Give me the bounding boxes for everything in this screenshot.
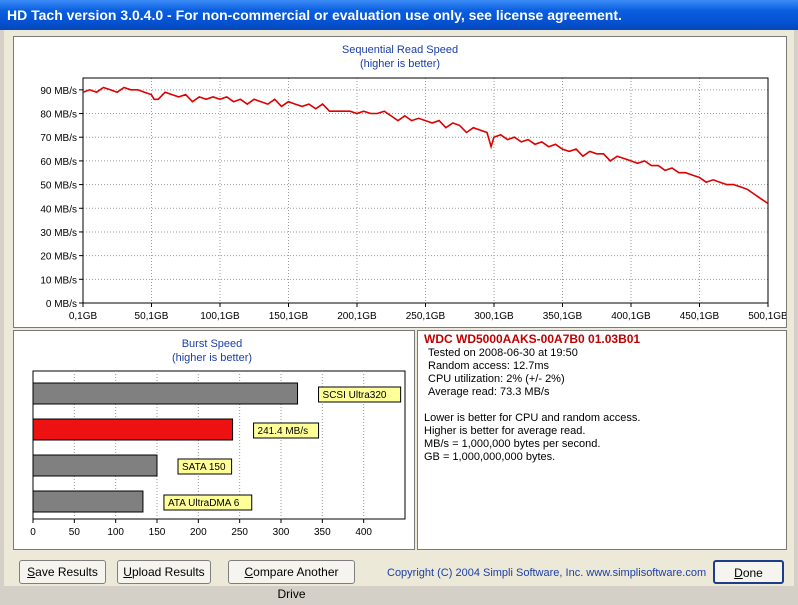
save-accel: S [27,565,36,579]
done-label: one [742,566,763,580]
seq-x-tick-label: 300,1GB [474,311,514,322]
note-mbs-definition: MB/s = 1,000,000 bytes per second. [424,438,601,450]
burst-bar [32,382,299,405]
burst-bar [32,454,158,477]
burst-x-tick-label: 0 [30,527,36,538]
seq-y-tick-label: 10 MB/s [40,275,77,286]
cpu-utilization: CPU utilization: 2% (+/- 2%) [428,373,565,385]
window-title: HD Tach version 3.0.4.0 - For non-commer… [0,0,798,30]
seq-read-line [82,86,769,205]
note-higher-better: Higher is better for average read. [424,425,586,437]
burst-x-tick-label: 400 [355,527,372,538]
burst-plot-frame [32,370,406,520]
seq-x-tick-label: 450,1GB [680,311,720,322]
burst-bar-label-box [253,422,320,439]
seq-x-tick-label: 50,1GB [135,311,169,322]
sequential-read-chart: Sequential Read Speed (higher is better)… [40,44,788,322]
seq-y-tick-label: 60 MB/s [40,157,77,168]
drive-model: WDC WD5000AAKS-00A7B0 01.03B01 [424,332,641,346]
seq-x-tick-label: 250,1GB [406,311,446,322]
compare-accel: C [244,565,254,579]
burst-bar-label-box [163,494,253,511]
drive-info-panel: WDC WD5000AAKS-00A7B0 01.03B01 Tested on… [417,330,787,550]
seq-y-tick-label: 20 MB/s [40,252,77,263]
seq-y-tick-label: 30 MB/s [40,228,77,239]
seq-y-tick-label: 70 MB/s [40,133,77,144]
upload-label: pload Results [131,565,205,579]
seq-x-tick-label: 400,1GB [611,311,651,322]
upload-accel: U [123,565,132,579]
seq-y-ticks: 0 MB/s 10 MB/s 20 MB/s 30 MB/s 40 MB/s 50 MB/… [40,86,83,310]
burst-x-tick-label: 300 [273,527,290,538]
burst-speed-panel: Burst Speed (higher is better) SCSI Ultr… [13,330,415,550]
note-gb-definition: GB = 1,000,000,000 bytes. [424,451,556,463]
burst-speed-chart: Burst Speed (higher is better) SCSI Ultr… [30,338,406,538]
app-client-area: Sequential Read Speed (higher is better)… [4,30,794,601]
seq-grid [83,78,768,303]
burst-bar-label: ATA UltraDMA 6 [168,498,240,509]
seq-x-tick-label: 200,1GB [337,311,377,322]
upload-results-button[interactable]: Upload Results [117,560,211,584]
seq-y-tick-label: 50 MB/s [40,181,77,192]
seq-y-tick-label: 0 MB/s [46,299,77,310]
random-access: Random access: 12.7ms [428,360,550,372]
seq-x-tick-label: 0,1GB [69,311,98,322]
burst-bar-label-box [318,386,402,403]
done-accel: D [734,566,743,580]
burst-bars: SCSI Ultra320 241.4 MB/s SATA 150 ATA Ultra… [32,382,402,513]
save-label: ave Results [35,565,98,579]
burst-chart-title: Burst Speed [182,338,243,350]
seq-chart-subtitle: (higher is better) [360,58,440,70]
seq-y-tick-label: 80 MB/s [40,110,77,121]
burst-x-tick-label: 150 [149,527,166,538]
burst-bar-label: 241.4 MB/s [258,426,309,437]
note-lower-better: Lower is better for CPU and random acces… [424,412,641,424]
burst-x-tick-label: 350 [314,527,331,538]
burst-x-tick-label: 200 [190,527,207,538]
save-results-button[interactable]: Save Results [19,560,106,584]
seq-chart-title: Sequential Read Speed [342,44,458,56]
seq-x-ticks: 0,1GB 50,1GB 100,1GB 150,1GB 200,1GB 250,1GB 3… [69,303,788,322]
seq-x-tick-label: 350,1GB [543,311,583,322]
seq-y-tick-label: 40 MB/s [40,204,77,215]
burst-x-ticks: 0 50 100 150 200 250 300 350 400 [30,519,372,538]
compare-label: ompare Another Drive [253,565,339,601]
burst-bar-label-box [177,458,233,475]
seq-x-tick-label: 100,1GB [200,311,240,322]
compare-drive-button[interactable]: Compare Another Drive [228,560,355,601]
copyright-text: Copyright (C) 2004 Simpli Software, Inc.… [387,567,707,579]
test-date: Tested on 2008-06-30 at 19:50 [428,347,578,359]
seq-y-tick-label: 90 MB/s [40,86,77,97]
sequential-read-panel: Sequential Read Speed (higher is better)… [13,36,788,328]
done-button[interactable]: Done [713,560,784,584]
burst-bar [32,418,234,441]
burst-chart-subtitle: (higher is better) [172,352,252,364]
seq-x-tick-label: 500,1GB [748,311,786,322]
burst-bar [32,490,144,513]
seq-x-tick-label: 150,1GB [269,311,309,322]
burst-bar-label: SCSI Ultra320 [323,390,387,401]
burst-x-tick-label: 50 [69,527,81,538]
average-read: Average read: 73.3 MB/s [428,386,550,398]
burst-bar-label: SATA 150 [182,462,226,473]
burst-x-tick-label: 250 [231,527,248,538]
burst-x-tick-label: 100 [107,527,124,538]
